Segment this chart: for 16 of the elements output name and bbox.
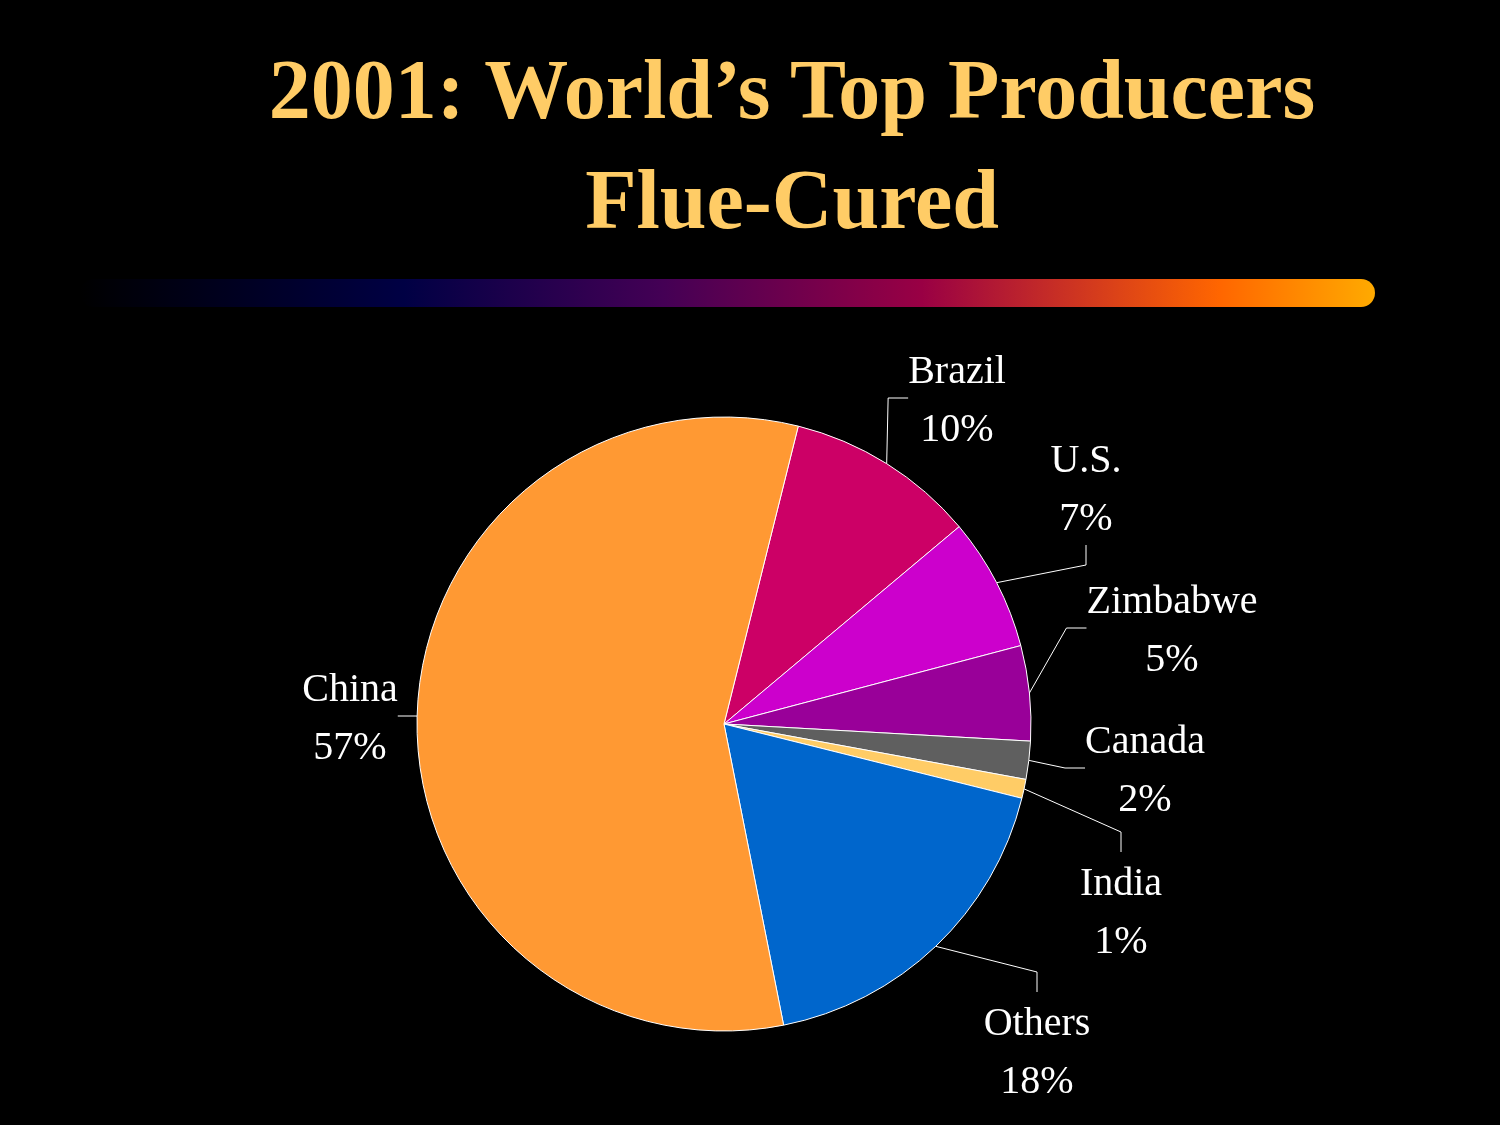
data-label: 18% (1000, 1056, 1074, 1102)
chart-subtitle: Flue-Cured (585, 152, 999, 246)
slice-label: Others (983, 998, 1091, 1044)
data-label: 5% (1145, 634, 1199, 680)
slice-label: U.S. (1050, 435, 1122, 481)
data-label: 57% (313, 722, 387, 768)
data-label: 1% (1094, 916, 1148, 962)
slice-label: China (302, 664, 399, 710)
chart-title: 2001: World’s Top Producers (268, 42, 1316, 136)
slice-label: Zimbabwe (1086, 576, 1258, 622)
data-label: 2% (1118, 774, 1172, 820)
slice-label: India (1079, 858, 1163, 904)
slice-label: Brazil (908, 346, 1006, 392)
data-label: 10% (920, 404, 994, 450)
data-label: 7% (1059, 493, 1113, 539)
slice-label: Canada (1085, 716, 1206, 762)
